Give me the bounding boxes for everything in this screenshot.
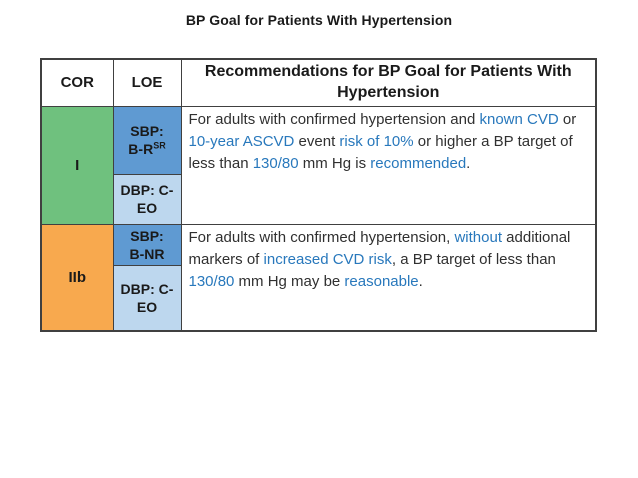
page-title: BP Goal for Patients With Hypertension [185,12,453,28]
bp-goal-table: COR LOE Recommendations for BP Goal for … [40,58,597,333]
text-segment: mm Hg is [298,154,371,172]
recommendation-cell-row2: For adults with confirmed hypertension, … [180,223,597,332]
text-segment: mm Hg may be [234,272,345,290]
text-segment: , a BP target of [391,250,496,268]
highlighted-text-segment: without [454,228,502,246]
text-segment: . [418,272,423,290]
cor-cell-class-2b: IIb [40,223,114,332]
text-segment: or higher a BP target of less than [188,132,573,172]
table-row-cor-1-dbp: DBP: C-EO [41,173,596,225]
loe-sbp-label: SBP: B-R [128,122,164,158]
text-segment: For adults with confirmed hypertension a… [188,110,480,128]
highlighted-text-segment: reasonable [344,272,419,290]
highlighted-text-segment: risk of 10% [339,132,414,150]
loe-cell-sbp-row2: SBP: B-NR [112,223,182,266]
table-row-cor-2b-dbp: DBP: C-EO [41,264,596,332]
table-row-cor-1-sbp: I SBP: B-RSR For adults with confirmed h… [40,105,597,225]
table-row-cor-2b-sbp: IIb SBP: B-NR For adults with confirmed … [40,223,597,332]
cor-cell-class-1: I [40,105,114,225]
loe-sbp-label: SBP: B-NR [129,227,165,262]
text-segment: less than [495,250,556,268]
loe-cell-dbp-row2: DBP: C-EO [112,264,182,332]
text-segment: event [294,132,340,150]
loe-sbp-superscript: SR [153,140,166,151]
loe-cell-sbp-row1: SBP: B-RSR [112,105,182,175]
recommendations-column-header: Recommendations for BP Goal for Patients… [180,58,597,107]
loe-column-header: LOE [112,58,182,107]
text-segment: . [466,154,471,172]
highlighted-text-segment: 130/80 [252,154,299,172]
text-segment: For adults with confirmed hypertension, [188,228,455,246]
cor-column-header: COR [40,58,114,107]
text-segment: additional markers of [188,228,571,268]
text-segment: or [558,110,577,128]
loe-cell-dbp-row1: DBP: C-EO [112,173,182,225]
recommendation-cell-row1: For adults with confirmed hypertension a… [180,105,597,225]
highlighted-text-segment: recommended [370,154,467,172]
highlighted-text-segment: 10-year ASCVD [188,132,295,150]
highlighted-text-segment: known CVD [479,110,559,128]
highlighted-text-segment: 130/80 [188,272,235,290]
table-header-row: COR LOE Recommendations for BP Goal for … [40,58,597,107]
highlighted-text-segment: increased CVD risk [263,250,392,268]
